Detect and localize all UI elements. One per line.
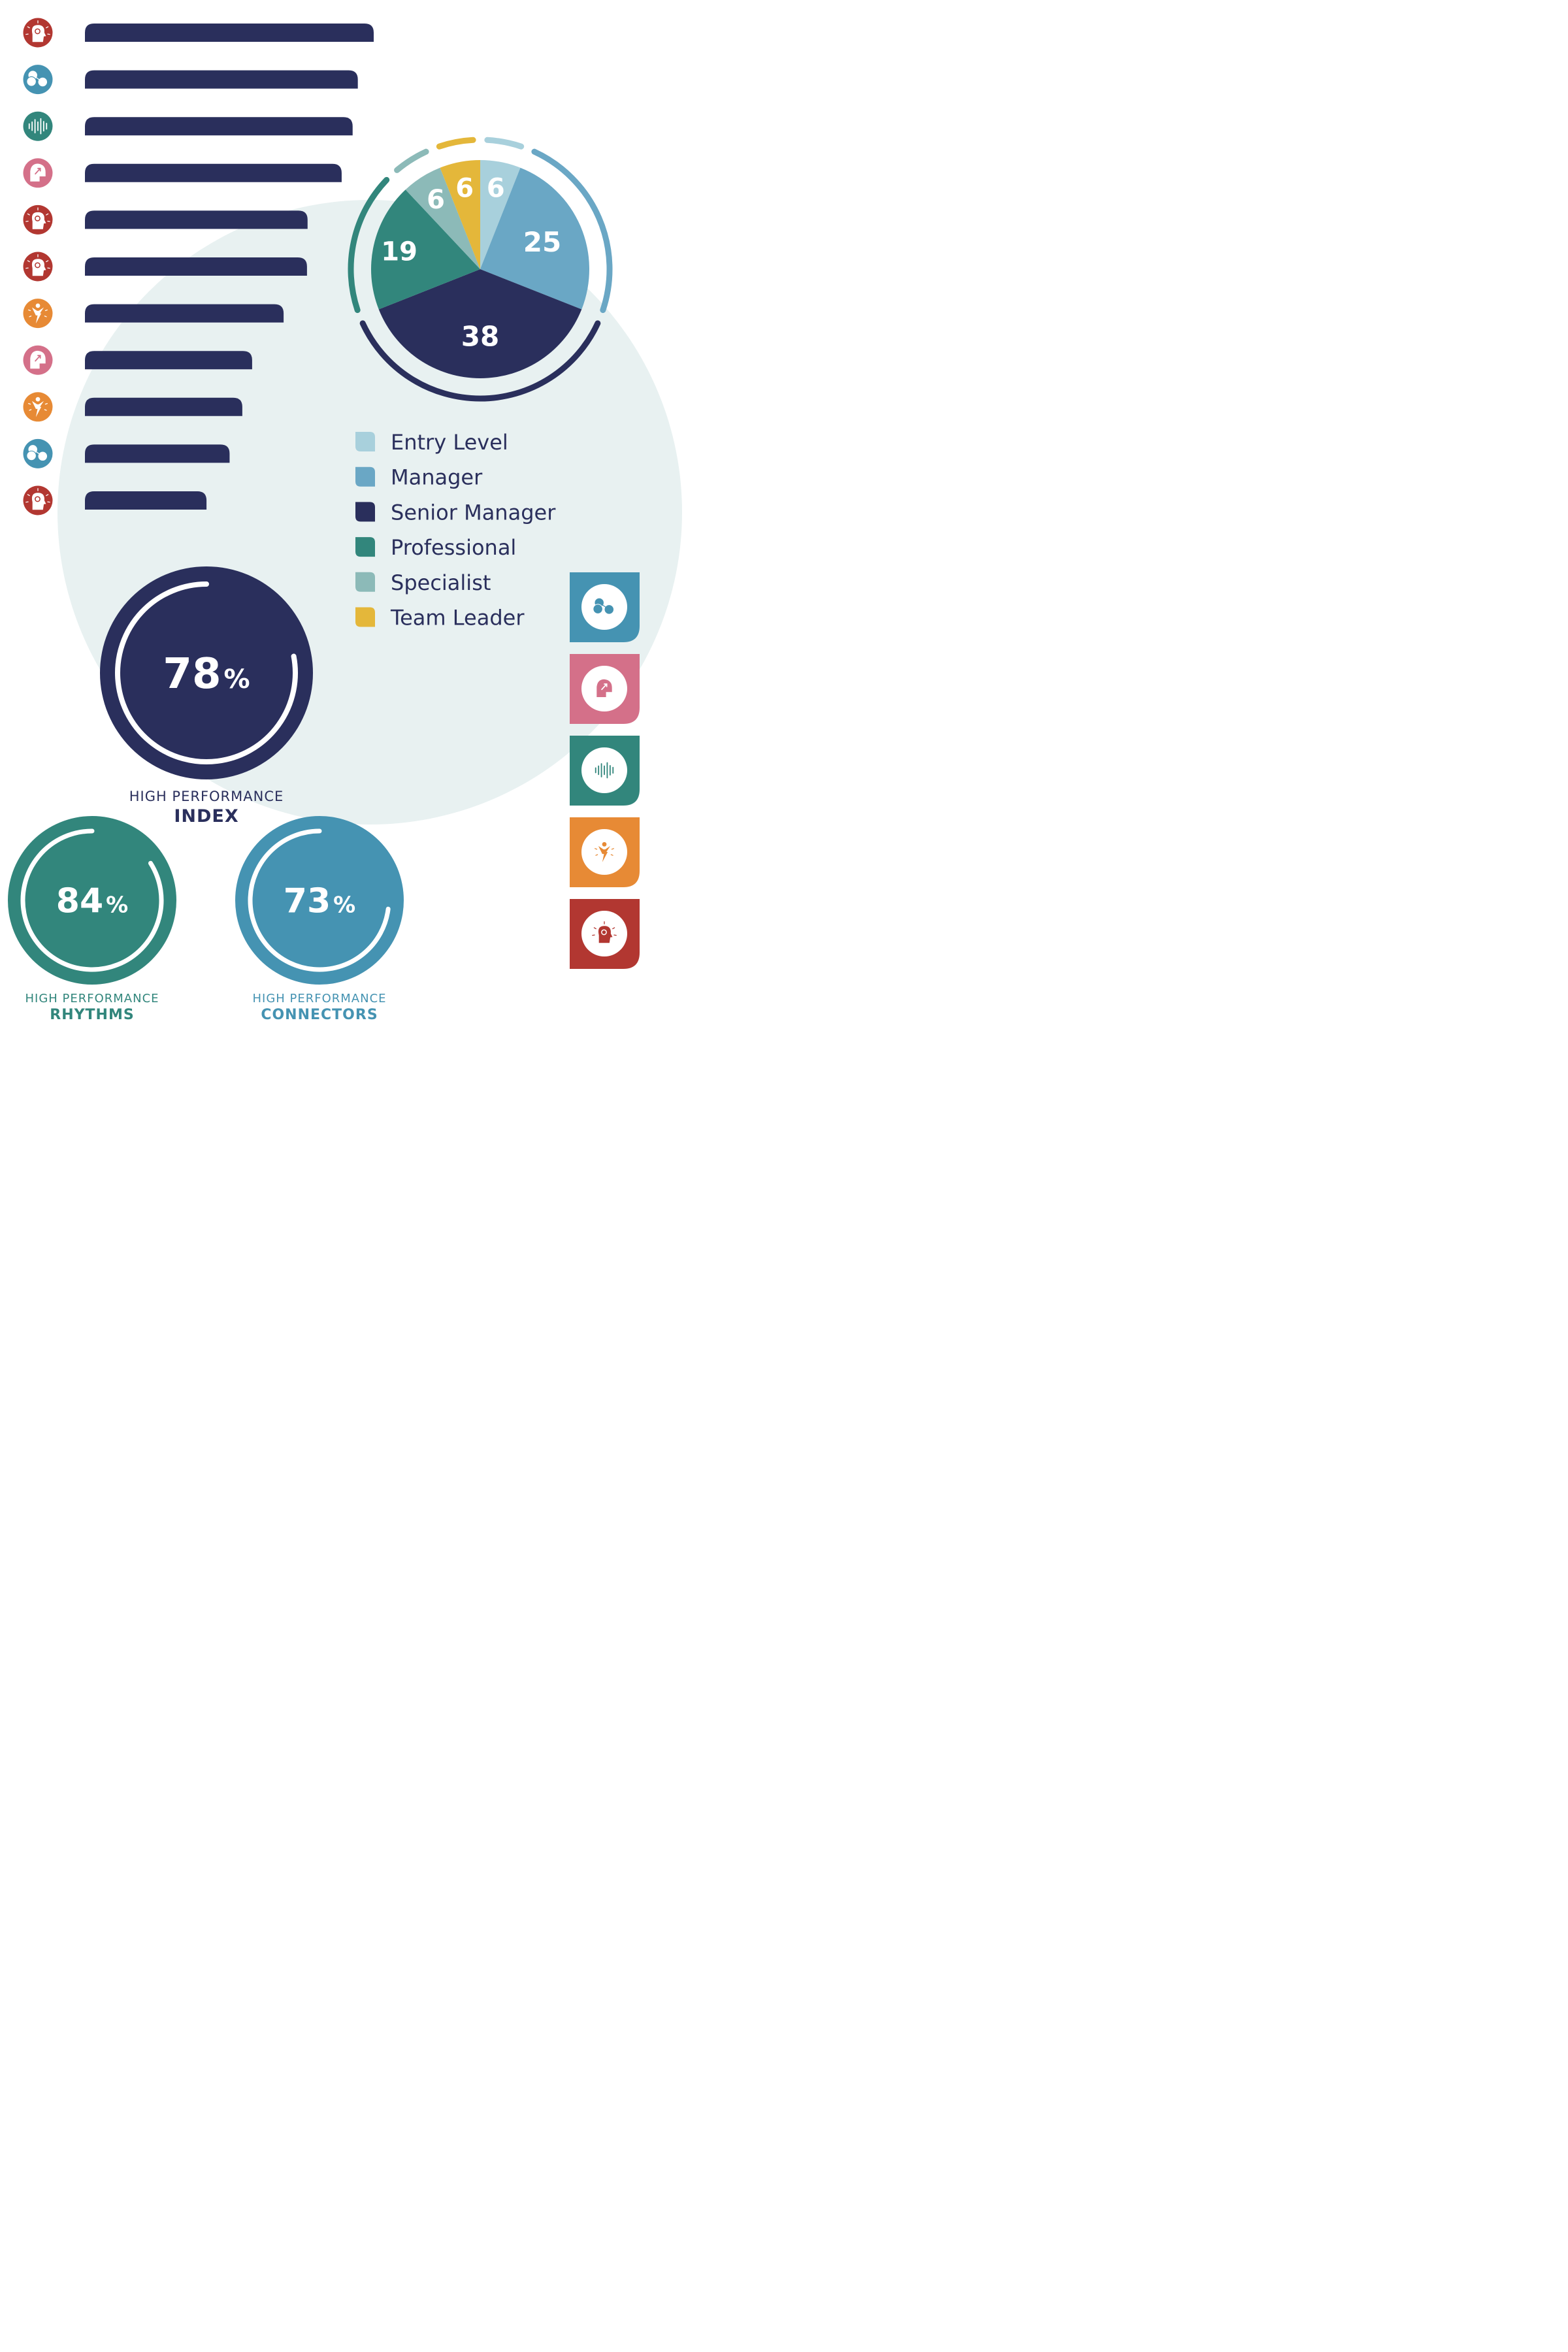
gauge-index: 78 % HIGH PERFORMANCE INDEX — [100, 566, 313, 826]
legend-label: Manager — [391, 465, 483, 490]
gauge-label-bottom: INDEX — [174, 806, 238, 826]
gauge-label-top: HIGH PERFORMANCE — [129, 789, 284, 804]
gauge-unit: % — [106, 892, 128, 919]
legend-label: Senior Manager — [391, 500, 556, 525]
pie-slice-label: 38 — [461, 321, 499, 353]
gauge-value: 73% — [284, 882, 355, 921]
pie-ring-arc-3 — [359, 320, 601, 402]
bar-4 — [85, 163, 342, 182]
pie-slice-2 — [480, 167, 589, 310]
bulb-head-icon — [23, 18, 53, 48]
gauge-unit: % — [333, 892, 355, 919]
bulb-head-icon — [23, 252, 53, 282]
bar-6 — [85, 257, 307, 276]
bar-10 — [85, 444, 230, 463]
pie-ring-arc-5 — [394, 148, 429, 173]
gauge-rhythms: 84 % HIGH PERFORMANCE RHYTHMS — [8, 816, 176, 1023]
legend-label: Specialist — [391, 570, 491, 595]
gauge-label-top: HIGH PERFORMANCE — [252, 992, 386, 1005]
gauge-number: 73 — [284, 882, 331, 921]
bar-5 — [85, 210, 308, 229]
gauge-label-top: HIGH PERFORMANCE — [25, 992, 159, 1005]
pie-slice-1 — [480, 160, 521, 269]
bar-3 — [85, 117, 353, 136]
gauge-value: 78% — [163, 650, 250, 698]
bulb-head-icon — [23, 204, 53, 235]
gauge-arc — [20, 828, 164, 972]
pie-slice-label: 25 — [523, 226, 561, 258]
side-tile-disc — [581, 584, 627, 630]
bulb-head-icon — [23, 485, 53, 515]
gauge-arc — [248, 828, 391, 972]
legend-swatch-1 — [355, 432, 375, 451]
legend-swatch-5 — [355, 572, 375, 592]
pie-slice-4 — [371, 189, 480, 310]
gauge-disc — [8, 816, 176, 985]
head-arrow-icon — [570, 654, 640, 724]
bar-1 — [85, 24, 374, 42]
legend-label: Professional — [391, 535, 516, 560]
energy-figure-icon — [23, 299, 53, 329]
pie-slice-6 — [440, 160, 480, 269]
infographic: 6 25 38 19 6 6 Entry Level Manager Senior Manag… — [0, 0, 686, 1029]
legend-swatch-4 — [355, 537, 375, 557]
legend-label: Entry Level — [391, 430, 508, 455]
masks-icon — [570, 572, 640, 642]
legend-label: Team Leader — [390, 606, 525, 630]
gauge-number: 84 — [56, 882, 103, 921]
legend-swatch-3 — [355, 502, 375, 522]
pie-ring-arc-4 — [348, 176, 390, 314]
bar-8 — [85, 351, 252, 370]
pie-ring-arc-1 — [484, 137, 525, 150]
bar-11 — [85, 491, 207, 510]
masks-icon — [23, 65, 53, 95]
soundwave-icon — [23, 111, 53, 141]
head-arrow-icon — [23, 158, 53, 188]
energy-figure-icon — [570, 817, 640, 887]
gauge-unit: % — [223, 664, 250, 694]
pie-legend: Entry Level Manager Senior Manager Professi… — [355, 430, 556, 630]
pie-slice-5 — [405, 167, 480, 269]
pie-ring-arc-2 — [531, 148, 613, 314]
gauge-label-bottom: CONNECTORS — [261, 1007, 378, 1023]
masks-icon — [23, 438, 53, 468]
gauge-number: 78 — [163, 650, 221, 698]
gauge-disc — [235, 816, 404, 985]
bar-2 — [85, 70, 358, 89]
side-icon-column — [570, 572, 640, 969]
bar-7 — [85, 304, 284, 323]
bar-chart — [23, 18, 374, 515]
gauge-arc — [115, 581, 298, 764]
pie-slice-label: 6 — [487, 173, 505, 203]
bar-9 — [85, 397, 242, 416]
gauge-value: 84% — [56, 882, 128, 921]
pie-ring-arc-6 — [436, 137, 476, 150]
energy-figure-icon — [23, 392, 53, 422]
gauge-disc — [100, 566, 313, 779]
gauges: 78 % HIGH PERFORMANCE INDEX 84 % HIGH PERFORMA… — [8, 566, 404, 1023]
head-arrow-icon — [23, 345, 53, 375]
gauge-label-bottom: RHYTHMS — [50, 1007, 134, 1023]
pie-slice-label: 19 — [381, 237, 417, 267]
gauge-connectors: 73 % HIGH PERFORMANCE CONNECTORS — [235, 816, 404, 1023]
soundwave-icon — [570, 736, 640, 806]
bulb-head-icon — [570, 899, 640, 969]
pie-slice-label: 6 — [455, 173, 474, 203]
pie-slice-label: 6 — [427, 185, 445, 215]
legend-swatch-6 — [355, 607, 375, 627]
pie-slice-3 — [378, 269, 582, 378]
legend-swatch-2 — [355, 466, 375, 487]
